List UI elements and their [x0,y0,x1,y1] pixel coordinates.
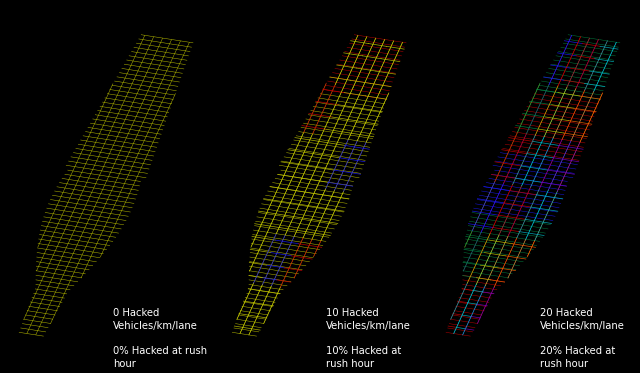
Text: 0 Hacked
Vehicles/km/lane

0% Hacked at rush
hour: 0 Hacked Vehicles/km/lane 0% Hacked at r… [113,308,207,369]
Text: 20 Hacked
Vehicles/km/lane

20% Hacked at
rush hour: 20 Hacked Vehicles/km/lane 20% Hacked at… [540,308,625,369]
Text: 10 Hacked
Vehicles/km/lane

10% Hacked at
rush hour: 10 Hacked Vehicles/km/lane 10% Hacked at… [326,308,412,369]
